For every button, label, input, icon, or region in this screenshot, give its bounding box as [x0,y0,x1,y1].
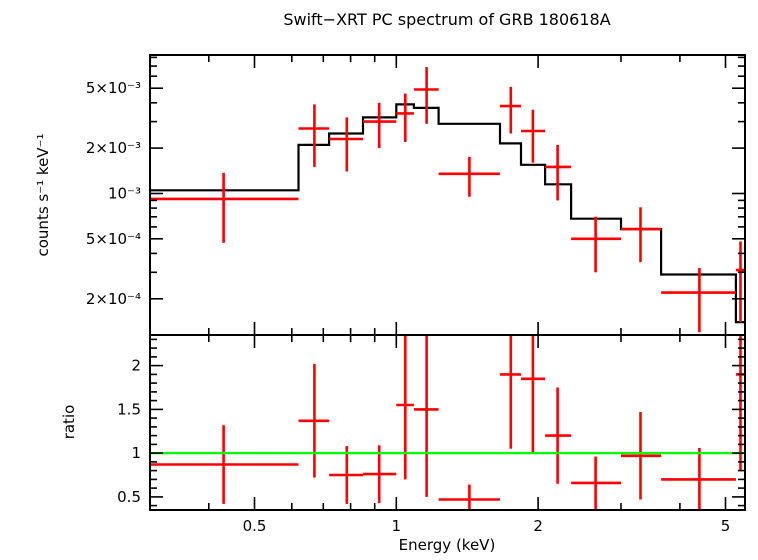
y-tick-label: 1.5 [117,400,141,418]
x-tick-label: 2 [533,517,543,535]
top-panel-frame [149,54,746,336]
y-tick-label: 10⁻³ [108,185,141,203]
x-tick-label: 0.5 [243,517,267,535]
chart-title: Swift−XRT PC spectrum of GRB 180618A [283,10,610,29]
axes-frame [149,54,746,511]
y-tick-label: 2 [131,357,141,375]
x-tick-label: 1 [392,517,402,535]
x-tick-label: 5 [721,517,731,535]
bottom-panel-frame [149,334,746,511]
y-axis-label-ratio: ratio [60,405,78,440]
x-axis-label: Energy (keV) [399,536,496,554]
y-axis-label-counts: counts s⁻¹ keV⁻¹ [34,134,52,257]
y-tick-label: 5×10⁻³ [86,79,141,97]
y-tick-label: 1 [131,444,141,462]
ratio-data-group [150,335,745,510]
model-step-path [150,103,745,324]
model-line-group [150,103,745,324]
y-tick-label: 5×10⁻⁴ [86,230,141,248]
axis-ticks [150,55,745,510]
spectrum-data-group [150,67,745,333]
y-tick-label: 2×10⁻³ [86,139,141,157]
y-tick-label: 0.5 [117,488,141,506]
y-tick-label: 2×10⁻⁴ [86,290,141,308]
tick-labels: 0.5 1 2 5 5×10⁻³ 2×10⁻³ 10⁻³ 5×10⁻⁴ 2×10⁻⁴ 2 1.5 1 0… [86,79,730,535]
